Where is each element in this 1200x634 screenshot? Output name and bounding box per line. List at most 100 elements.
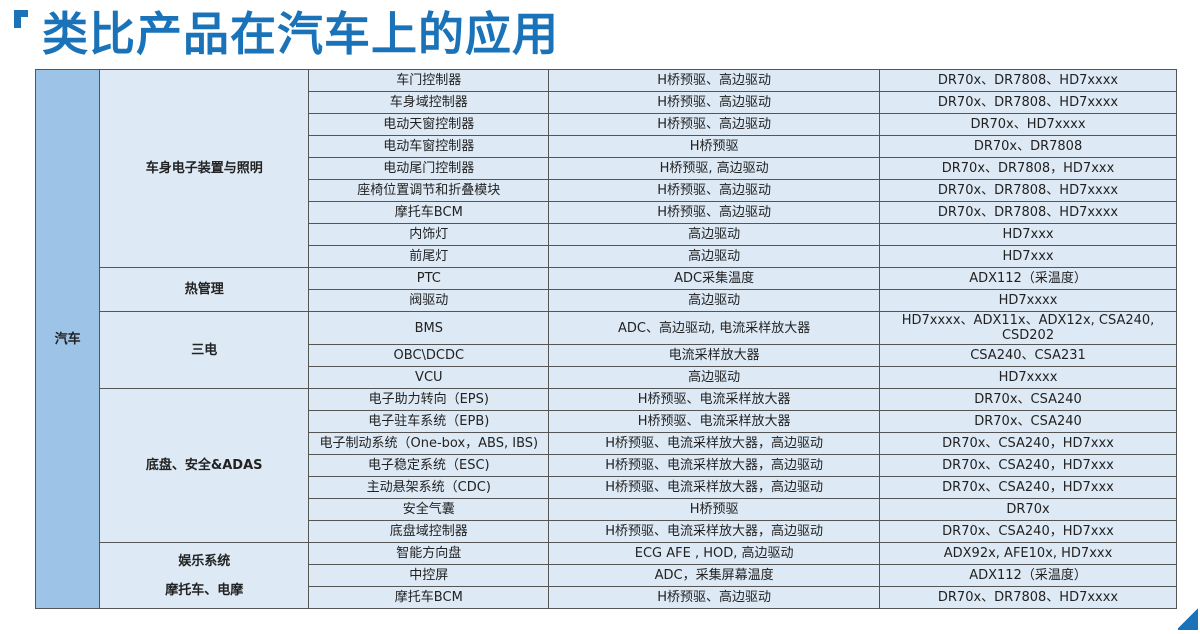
function-cell: H桥预驱	[548, 498, 881, 521]
category-cell: 车身电子装置与照明	[99, 69, 310, 268]
application-cell: VCU	[308, 366, 550, 389]
application-cell: 电子助力转向（EPS)	[308, 388, 550, 411]
application-cell: BMS	[308, 311, 550, 345]
function-cell: H桥预驱、电流采样放大器	[548, 410, 881, 433]
application-cell: 摩托车BCM	[308, 586, 550, 609]
product-cell: DR70x、CSA240，HD7xxx	[879, 520, 1177, 543]
table-row: 汽车 车身电子装置与照明 车门控制器 H桥预驱、高边驱动 DR70x、DR7808、HD…	[34, 69, 1177, 609]
category-cell: 三电	[99, 311, 310, 389]
table-row: 电动尾门控制器 H桥预驱, 高边驱动 DR70x、DR7808，HD7xxx	[36, 157, 1177, 180]
product-cell: DR70x、CSA240，HD7xxx	[879, 454, 1177, 477]
product-cell: ADX112（采温度）	[879, 564, 1177, 587]
table-row: 电子制动系统（One-box，ABS, IBS) H桥预驱、电流采样放大器，高边驱…	[36, 432, 1177, 455]
function-cell: H桥预驱、高边驱动	[548, 69, 881, 92]
application-cell: 中控屏	[308, 564, 550, 587]
function-cell: H桥预驱、电流采样放大器，高边驱动	[548, 520, 881, 543]
application-cell: 电动天窗控制器	[308, 113, 550, 136]
product-cell: DR70x、DR7808、HD7xxxx	[879, 91, 1177, 114]
table-row: 阀驱动 高边驱动 HD7xxxx	[36, 289, 1177, 312]
table-row: 电动天窗控制器 H桥预驱、高边驱动 DR70x、HD7xxxx	[36, 113, 1177, 136]
function-cell: H桥预驱、高边驱动	[548, 113, 881, 136]
product-cell: DR70x、DR7808、HD7xxxx	[879, 201, 1177, 224]
application-cell: 座椅位置调节和折叠模块	[308, 179, 550, 202]
table-row: 电子稳定系统（ESC) H桥预驱、电流采样放大器，高边驱动 DR70x、CSA240…	[36, 454, 1177, 477]
function-cell: H桥预驱、高边驱动	[548, 201, 881, 224]
product-cell: DR70x、DR7808	[879, 135, 1177, 158]
function-cell: 高边驱动	[548, 366, 881, 389]
application-cell: 安全气囊	[308, 498, 550, 521]
table-row: 座椅位置调节和折叠模块 H桥预驱、高边驱动 DR70x、DR7808、HD7xxxx	[36, 179, 1177, 202]
application-cell: 底盘域控制器	[308, 520, 550, 543]
table-row: 车身域控制器 H桥预驱、高边驱动 DR70x、DR7808、HD7xxxx	[36, 91, 1177, 114]
application-cell: 电子制动系统（One-box，ABS, IBS)	[308, 432, 550, 455]
product-cell: ADX112（采温度）	[879, 267, 1177, 290]
product-cell: DR70x、DR7808、HD7xxxx	[879, 69, 1177, 92]
category-label: 三电	[191, 342, 218, 358]
category-label: 车身电子装置与照明	[145, 161, 263, 176]
application-cell: 电子稳定系统（ESC)	[308, 454, 550, 477]
product-cell: HD7xxxx、ADX11x、ADX12x, CSA240, CSD202	[879, 311, 1177, 345]
function-cell: H桥预驱	[548, 135, 881, 158]
table-row: OBC\DCDC 电流采样放大器 CSA240、CSA231	[36, 344, 1177, 367]
category-cell: 热管理	[99, 267, 310, 312]
application-cell: 电子驻车系统（EPB)	[308, 410, 550, 433]
product-cell: DR70x、CSA240	[879, 410, 1177, 433]
product-cell: DR70x、DR7808、HD7xxxx	[879, 179, 1177, 202]
table-row: 中控屏 ADC，采集屏幕温度 ADX112（采温度）	[36, 564, 1177, 587]
application-cell: 车身域控制器	[308, 91, 550, 114]
function-cell: 高边驱动	[548, 223, 881, 246]
table-row: 底盘、安全&ADAS 电子助力转向（EPS) H桥预驱、电流采样放大器 DR70x、C…	[36, 388, 1177, 543]
application-cell: 车门控制器	[308, 69, 550, 92]
function-cell: 高边驱动	[548, 289, 881, 312]
function-cell: H桥预驱、高边驱动	[548, 179, 881, 202]
application-table: 汽车 车身电子装置与照明 车门控制器 H桥预驱、高边驱动 DR70x、DR7808、HD…	[34, 69, 1177, 609]
function-cell: ADC，采集屏幕温度	[548, 564, 881, 587]
table-row: 前尾灯 高边驱动 HD7xxx	[36, 245, 1177, 268]
table-row: 底盘域控制器 H桥预驱、电流采样放大器，高边驱动 DR70x、CSA240，HD7x…	[36, 520, 1177, 543]
table-row: 电子驻车系统（EPB) H桥预驱、电流采样放大器 DR70x、CSA240	[36, 410, 1177, 433]
application-cell: 摩托车BCM	[308, 201, 550, 224]
table-row: 三电 BMS ADC、高边驱动, 电流采样放大器 HD7xxxx、ADX11x、ADX…	[36, 311, 1177, 389]
application-cell: 主动悬架系统（CDC)	[308, 476, 550, 499]
category-label: 热管理	[184, 282, 224, 297]
product-cell: DR70x、HD7xxxx	[879, 113, 1177, 136]
product-cell: DR70x	[879, 498, 1177, 521]
table-row: 主动悬架系统（CDC) H桥预驱、电流采样放大器，高边驱动 DR70x、CSA240…	[36, 476, 1177, 499]
function-cell: H桥预驱、电流采样放大器	[548, 388, 881, 411]
product-cell: HD7xxxx	[879, 366, 1177, 389]
category-cell: 底盘、安全&ADAS	[99, 388, 310, 543]
product-cell: DR70x、DR7808、HD7xxxx	[879, 586, 1177, 609]
table-row: 摩托车BCM H桥预驱、高边驱动 DR70x、DR7808、HD7xxxx	[36, 586, 1177, 609]
application-cell: PTC	[308, 267, 550, 290]
application-cell: 前尾灯	[308, 245, 550, 268]
application-cell: OBC\DCDC	[308, 344, 550, 367]
function-cell: H桥预驱、高边驱动	[548, 586, 881, 609]
product-cell: HD7xxx	[879, 245, 1177, 268]
page-title: 类比产品在汽车上的应用	[42, 7, 559, 61]
function-cell: ADC、高边驱动, 电流采样放大器	[548, 311, 881, 345]
function-cell: H桥预驱、电流采样放大器，高边驱动	[548, 476, 881, 499]
application-cell: 智能方向盘	[308, 542, 550, 565]
application-cell: 阀驱动	[308, 289, 550, 312]
product-cell: CSA240、CSA231	[879, 344, 1177, 367]
product-cell: ADX92x, AFE10x, HD7xxx	[879, 542, 1177, 565]
table-row: 摩托车BCM H桥预驱、高边驱动 DR70x、DR7808、HD7xxxx	[36, 201, 1177, 224]
product-cell: DR70x、CSA240，HD7xxx	[879, 432, 1177, 455]
category-label: 娱乐系统	[178, 553, 231, 569]
function-cell: H桥预驱, 高边驱动	[548, 157, 881, 180]
function-cell: 电流采样放大器	[548, 344, 881, 367]
table-row: 热管理 PTC ADC采集温度 ADX112（采温度）	[36, 267, 1177, 312]
product-cell: DR70x、CSA240	[879, 388, 1177, 411]
function-cell: H桥预驱、电流采样放大器，高边驱动	[548, 432, 881, 455]
function-cell: 高边驱动	[548, 245, 881, 268]
product-cell: DR70x、CSA240，HD7xxx	[879, 476, 1177, 499]
category-label-secondary: 摩托车、电摩	[165, 582, 244, 598]
application-cell: 内饰灯	[308, 223, 550, 246]
function-cell: ECG AFE , HOD, 高边驱动	[548, 542, 881, 565]
product-cell: HD7xxx	[879, 223, 1177, 246]
table-row: 娱乐系统摩托车、电摩 智能方向盘 ECG AFE , HOD, 高边驱动 ADX92x…	[36, 542, 1177, 609]
function-cell: H桥预驱、电流采样放大器，高边驱动	[548, 454, 881, 477]
product-cell: DR70x、DR7808，HD7xxx	[879, 157, 1177, 180]
title-bracket-icon	[14, 10, 28, 28]
table-row: VCU 高边驱动 HD7xxxx	[36, 366, 1177, 389]
